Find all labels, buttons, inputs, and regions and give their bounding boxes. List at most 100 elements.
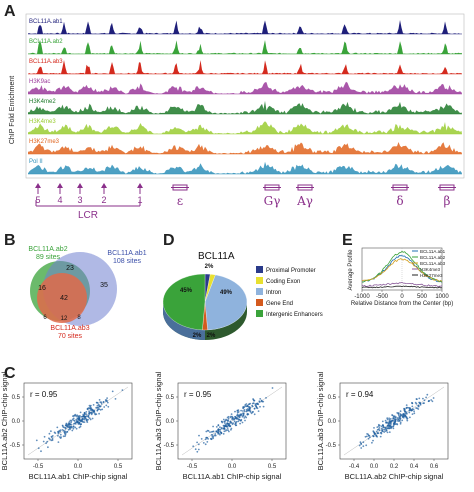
scatter-point — [395, 418, 397, 420]
lcr-site-4: 4 — [57, 183, 63, 205]
scatter-xtick-label: 0.4 — [410, 464, 419, 470]
scatter-point — [213, 434, 216, 437]
scatter-point — [70, 423, 73, 426]
pie-legend-item: Coding Exon — [256, 277, 300, 285]
lcr-label: LCR — [78, 210, 98, 221]
track-6: H3K27me3 — [28, 139, 462, 155]
scatter-point — [389, 425, 392, 428]
scatter-ytick-label: 0.0 — [166, 419, 175, 425]
track-label: H3K4me3 — [29, 119, 56, 125]
scatter-xtick-label: 0.5 — [114, 464, 123, 470]
scatter-point — [215, 426, 218, 428]
scatter-point — [393, 415, 396, 418]
scatter-point — [86, 408, 89, 410]
panel-b-venn: BCL11A.ab2 89 sites BCL11A.ab1 108 sites… — [28, 246, 146, 340]
scatter-point — [62, 426, 65, 429]
scatter-point — [377, 423, 380, 426]
scatter-ytick-label: -0.5 — [10, 443, 21, 449]
scatter-r: r = 0.94 — [346, 390, 374, 399]
scatter-point — [362, 445, 365, 448]
scatter-point — [74, 426, 77, 429]
scatter-point — [386, 417, 389, 420]
scatter-point — [409, 416, 411, 419]
scatter-point — [408, 411, 411, 414]
scatter-point — [79, 420, 82, 423]
scatter-point — [70, 421, 72, 424]
scatter-point — [106, 397, 108, 399]
scatter-point — [92, 410, 95, 413]
panel-letter-b: B — [4, 232, 16, 249]
scatter-point — [406, 412, 408, 415]
scatter-point — [66, 425, 68, 428]
track-4: H3K4me2 — [28, 99, 462, 115]
lcr-site-label: 4 — [57, 195, 62, 205]
scatter-point — [67, 428, 70, 431]
scatter-point — [71, 429, 74, 432]
panel-e-legend-item: BCL11A.ab1 — [412, 249, 446, 254]
scatter-point — [403, 409, 406, 411]
gene-label: β — [444, 194, 451, 208]
panel-d-pie: 2% 2% 45% 2% 49% — [162, 264, 248, 340]
scatter-point — [73, 419, 75, 422]
scatter-point — [114, 398, 117, 400]
scatter-point — [383, 431, 386, 433]
scatter-point — [251, 405, 254, 408]
scatter-point — [430, 399, 433, 401]
scatter-xlabel: BCL11A.ab2 ChIP-chip signal — [345, 472, 444, 481]
scatter-point — [68, 421, 71, 423]
venn-ab3-count: 70 sites — [58, 333, 83, 340]
scatter-point — [234, 410, 236, 413]
scatter-point — [61, 429, 64, 431]
pie-legend-swatch — [256, 277, 263, 284]
lcr-site-label: 5 — [35, 195, 40, 205]
scatter-point — [384, 419, 387, 422]
scatter-point — [369, 436, 371, 439]
scatter-point — [238, 418, 241, 421]
scatter-point — [380, 425, 383, 428]
scatter-point — [410, 409, 413, 412]
scatter-point — [415, 407, 417, 409]
scatter-point — [56, 426, 59, 429]
scatter-point — [210, 431, 213, 433]
track-2: BCL11A.ab3 — [28, 59, 462, 75]
scatter-point — [220, 431, 222, 434]
globin-genes: ε Gγ Aγ δ β — [171, 184, 456, 208]
scatter-point — [227, 417, 230, 420]
gene-0: ε — [171, 184, 189, 208]
scatter-point — [240, 418, 243, 421]
scatter-point — [231, 415, 234, 418]
scatter-point — [70, 419, 73, 422]
scatter-point — [50, 435, 53, 438]
lcr-site-5: 5 — [35, 183, 41, 205]
scatter-point — [432, 397, 435, 399]
scatter-point — [402, 416, 405, 419]
scatter-point — [233, 420, 236, 423]
scatter-point — [81, 420, 84, 423]
scatter-point — [377, 432, 380, 434]
scatter-point — [242, 410, 244, 412]
scatter-point — [377, 425, 380, 427]
scatter-point — [40, 450, 42, 453]
pie-legend-item: Gene End — [256, 299, 293, 307]
pie-legend-label: Proximal Promoter — [266, 268, 316, 274]
scatter-point — [399, 417, 401, 420]
scatter-point — [204, 443, 207, 446]
scatter-point — [57, 441, 60, 443]
scatter-point — [105, 404, 108, 407]
scatter-point — [394, 420, 396, 423]
scatter-point — [210, 434, 213, 436]
track-signal — [28, 60, 462, 74]
scatter-point — [64, 427, 67, 430]
scatter-point — [64, 435, 66, 438]
scatter-point — [431, 400, 434, 403]
scatter-point — [87, 418, 89, 421]
panel-e-legend-label: BCL11A.ab3 — [420, 261, 446, 266]
scatter-point — [206, 441, 209, 443]
scatter-point — [219, 426, 221, 428]
scatter-point — [388, 418, 391, 421]
scatter-point — [386, 422, 389, 424]
scatter-point — [87, 415, 90, 418]
scatter-point — [98, 399, 101, 401]
scatter-point — [262, 405, 265, 408]
